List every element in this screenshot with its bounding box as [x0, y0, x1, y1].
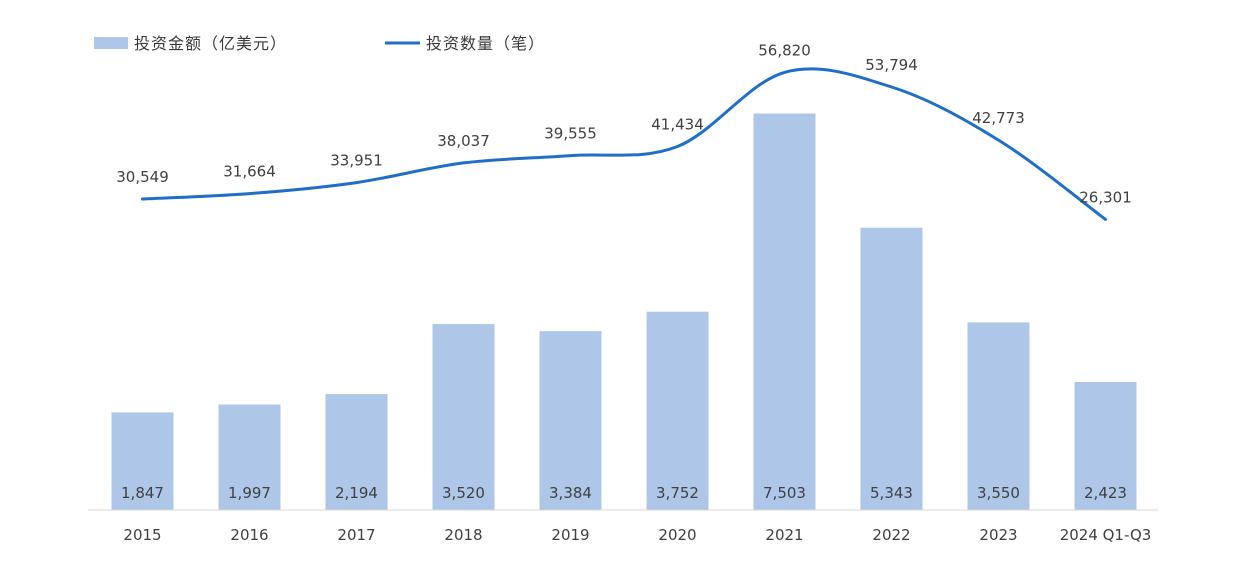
bar-2019 — [539, 331, 602, 510]
bar-2023 — [967, 322, 1030, 510]
x-tick-2020: 2020 — [658, 526, 696, 544]
bar-2024-q1-q3 — [1074, 382, 1137, 510]
line-label-2024-q1-q3: 26,301 — [1079, 188, 1132, 206]
x-tick-2017: 2017 — [337, 526, 375, 544]
bar-label-2023: 3,550 — [977, 484, 1020, 502]
bar-label-2019: 3,384 — [549, 484, 592, 502]
legend-bar-label: 投资金额（亿美元） — [134, 34, 287, 53]
bar-label-2024-q1-q3: 2,423 — [1084, 484, 1127, 502]
line-label-2016: 31,664 — [223, 163, 276, 181]
line-label-2019: 39,555 — [544, 125, 597, 143]
line-label-2022: 53,794 — [865, 56, 918, 74]
bar-data-labels: 1,847 1,997 2,194 3,520 3,384 3,752 7,503 5,343… — [121, 484, 1127, 502]
line-label-2023: 42,773 — [972, 109, 1025, 127]
x-tick-2022: 2022 — [872, 526, 910, 544]
x-axis-tick-labels: 2015 2016 2017 2018 2019 2020 2021 2022 2023 2024… — [123, 526, 1151, 544]
bar-label-2020: 3,752 — [656, 484, 699, 502]
x-tick-2023: 2023 — [979, 526, 1017, 544]
bar-label-2018: 3,520 — [442, 484, 485, 502]
bar-label-2015: 1,847 — [121, 484, 164, 502]
bar-2022 — [860, 227, 923, 510]
bar-2020 — [646, 311, 709, 510]
bar-label-2022: 5,343 — [870, 484, 913, 502]
bar-2017 — [325, 394, 388, 510]
legend-bar-swatch — [94, 37, 128, 49]
line-data-labels: 30,549 31,664 33,951 38,037 39,555 41,434 56,8… — [116, 41, 1132, 206]
bar-2015 — [111, 412, 174, 510]
bar-label-2021: 7,503 — [763, 484, 806, 502]
line-label-2018: 38,037 — [437, 132, 490, 150]
count-line — [141, 67, 1107, 221]
x-tick-2019: 2019 — [551, 526, 589, 544]
legend-line-label: 投资数量（笔） — [426, 34, 545, 53]
x-tick-2021: 2021 — [765, 526, 803, 544]
bar-label-2017: 2,194 — [335, 484, 378, 502]
x-tick-2016: 2016 — [230, 526, 268, 544]
x-tick-2018: 2018 — [444, 526, 482, 544]
line-label-2015: 30,549 — [116, 168, 169, 186]
line-label-2017: 33,951 — [330, 152, 383, 170]
x-tick-2015: 2015 — [123, 526, 161, 544]
bar-2021 — [753, 113, 816, 510]
line-label-2021: 56,820 — [758, 41, 811, 59]
bar-series — [111, 113, 1137, 510]
bar-2018 — [432, 324, 495, 510]
bar-2016 — [218, 404, 281, 510]
legend: 投资金额（亿美元） 投资数量（笔） — [94, 34, 545, 53]
line-label-2020: 41,434 — [651, 116, 704, 134]
x-tick-2024-q1-q3: 2024 Q1-Q3 — [1060, 526, 1152, 544]
bar-label-2016: 1,997 — [228, 484, 271, 502]
